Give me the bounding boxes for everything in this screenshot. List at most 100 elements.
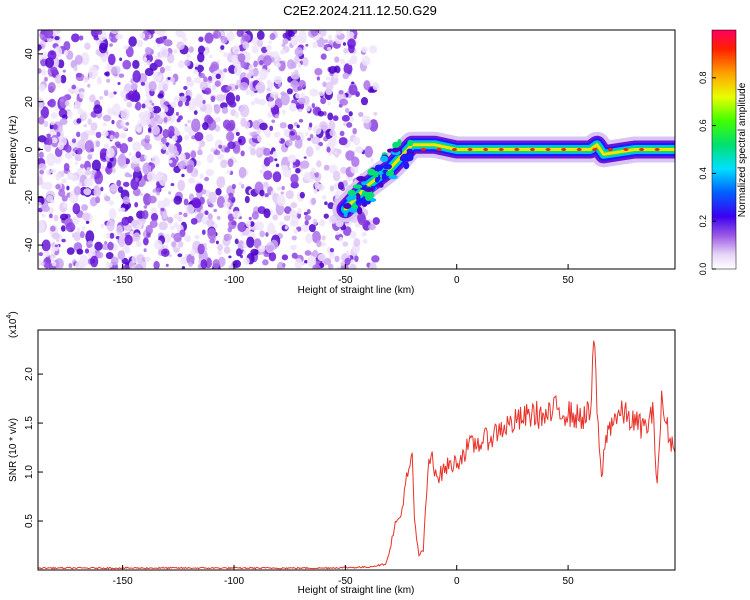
noise-blob: [50, 247, 56, 254]
noise-blob: [90, 255, 99, 268]
noise-blob: [280, 164, 289, 173]
noise-blob: [197, 243, 205, 255]
noise-blob: [308, 122, 313, 128]
noise-blob: [344, 107, 350, 114]
noise-blob: [242, 250, 247, 256]
noise-blob: [80, 52, 90, 66]
noise-blob: [235, 127, 239, 132]
noise-blob: [339, 130, 345, 137]
noise-blob: [250, 148, 257, 156]
noise-blob: [216, 196, 226, 208]
signal-blob: [351, 204, 358, 209]
noise-blob: [228, 119, 236, 131]
y-tick-label: 20: [24, 96, 35, 108]
signal-blob: [366, 191, 375, 199]
noise-blob: [124, 172, 131, 178]
noise-blob: [235, 131, 240, 136]
noise-blob: [309, 88, 319, 97]
signal-hotspot: [514, 148, 520, 151]
noise-blob: [95, 131, 102, 139]
noise-blob: [74, 100, 81, 110]
noise-blob: [328, 215, 338, 224]
noise-blob: [132, 70, 141, 83]
noise-blob: [117, 82, 121, 86]
noise-blob: [136, 224, 142, 229]
signal-hotspot: [436, 148, 442, 151]
noise-blob: [62, 202, 68, 208]
noise-blob: [38, 151, 44, 159]
noise-blob: [295, 135, 301, 141]
noise-blob: [194, 62, 199, 67]
noise-blob: [177, 215, 183, 223]
noise-blob: [105, 71, 110, 77]
noise-blob: [153, 260, 160, 269]
noise-blob: [372, 84, 380, 91]
y-tick-label: 1.0: [24, 465, 35, 479]
signal-hotspot: [576, 148, 582, 151]
noise-blob: [328, 252, 335, 259]
noise-blob: [281, 185, 285, 191]
noise-blob: [73, 66, 78, 72]
noise-blob: [43, 181, 53, 191]
noise-blob: [50, 256, 55, 262]
noise-blob: [290, 202, 298, 209]
noise-blob: [132, 59, 140, 69]
noise-blob: [94, 171, 104, 185]
signal-blob: [347, 189, 357, 196]
noise-blob: [213, 104, 221, 114]
noise-blob: [351, 81, 355, 85]
noise-blob: [159, 46, 169, 59]
noise-blob: [307, 137, 312, 141]
bottom-y-axis: 0.5 1.0 1.5 2.0: [24, 367, 43, 528]
noise-blob: [219, 49, 223, 53]
noise-blob: [105, 232, 110, 239]
noise-blob: [324, 258, 332, 266]
noise-blob: [168, 191, 172, 195]
noise-blob: [90, 148, 95, 152]
noise-blob: [167, 216, 174, 224]
noise-blob: [295, 93, 301, 99]
noise-blob: [83, 124, 87, 128]
noise-blob: [215, 240, 219, 245]
noise-blob: [123, 224, 132, 232]
noise-blob: [168, 125, 175, 135]
noise-blob: [313, 188, 318, 194]
noise-blob: [165, 263, 169, 267]
noise-blob: [237, 53, 246, 63]
noise-blob: [89, 94, 96, 103]
noise-blob: [210, 61, 219, 72]
noise-blob: [329, 185, 335, 192]
noise-blob: [71, 216, 80, 225]
noise-blob: [318, 30, 327, 37]
noise-blob: [258, 245, 266, 253]
noise-blob: [272, 171, 282, 183]
noise-blob: [59, 118, 68, 125]
colorbar-tick-label: 0.8: [698, 72, 708, 85]
noise-blob: [127, 136, 133, 142]
noise-blob: [50, 225, 56, 232]
spectrogram-signal-track: [332, 131, 675, 223]
noise-blob: [181, 173, 185, 178]
noise-blob: [312, 264, 321, 269]
x-tick-label: -150: [113, 576, 133, 587]
x-tick-label: 50: [563, 576, 575, 587]
noise-blob: [323, 164, 330, 171]
noise-blob: [215, 73, 221, 80]
noise-blob: [85, 220, 90, 224]
noise-blob: [81, 204, 88, 211]
noise-blob: [83, 188, 92, 196]
noise-blob: [343, 47, 349, 54]
noise-blob: [148, 162, 153, 166]
signal-blob: [361, 181, 368, 186]
signal-hotspot: [483, 148, 489, 151]
noise-blob: [231, 54, 239, 63]
x-tick-label: -150: [113, 275, 133, 286]
noise-blob: [50, 199, 55, 204]
noise-blob: [114, 141, 121, 147]
noise-blob: [290, 244, 297, 251]
signal-blob: [381, 173, 387, 181]
noise-blob: [149, 220, 158, 228]
noise-blob: [143, 256, 151, 263]
signal-hotspot: [607, 148, 613, 151]
noise-blob: [321, 195, 327, 200]
